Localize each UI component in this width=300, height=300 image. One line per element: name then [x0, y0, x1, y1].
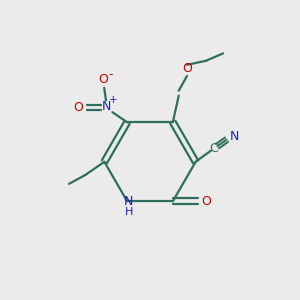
Text: O: O	[182, 62, 192, 75]
Text: O: O	[74, 101, 83, 114]
Text: C: C	[209, 142, 218, 155]
Text: -: -	[109, 68, 113, 81]
Text: O: O	[99, 74, 109, 86]
Text: +: +	[109, 94, 117, 105]
Text: N: N	[101, 100, 111, 113]
Text: N: N	[230, 130, 239, 143]
Text: O: O	[201, 195, 211, 208]
Text: N: N	[124, 195, 133, 208]
Text: H: H	[124, 207, 133, 217]
